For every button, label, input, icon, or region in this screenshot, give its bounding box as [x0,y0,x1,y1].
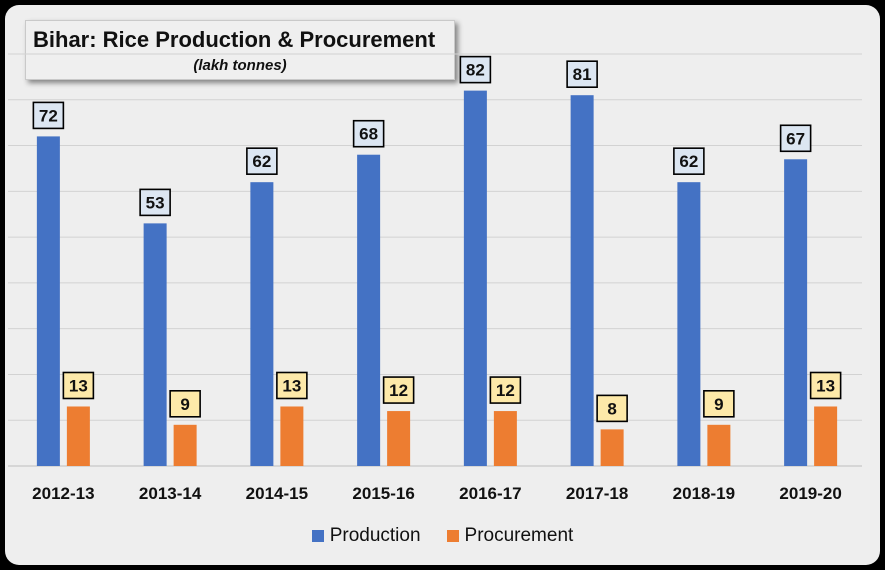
bar-procurement [493,411,517,466]
x-tick-label: 2015-16 [352,484,414,503]
bar-production [143,223,167,466]
data-label-production: 72 [39,106,58,125]
x-tick-label: 2019-20 [779,484,841,503]
bar-production [570,95,594,466]
data-label-production: 68 [359,125,378,144]
data-label-production: 67 [786,129,805,148]
bar-production [36,136,60,466]
data-label-box-procurement [276,371,308,400]
data-label-box-production [139,188,171,217]
bar-procurement [600,429,624,466]
data-label-procurement: 9 [714,395,723,414]
bar-production [463,90,487,466]
x-tick-label: 2014-15 [246,484,308,503]
data-label-production: 81 [573,65,592,84]
x-tick-label: 2018-19 [673,484,735,503]
bar-procurement [814,406,838,466]
data-label-production: 62 [252,152,271,171]
data-label-procurement: 13 [69,376,88,395]
data-label-procurement: 13 [816,376,835,395]
legend-swatch-production [311,530,324,542]
bar-procurement [66,406,90,466]
bar-production [784,159,808,467]
bar-production [357,154,381,466]
legend: Production Procurement [0,525,885,547]
bar-procurement [387,411,411,466]
bar-procurement [173,424,197,466]
data-label-box-production [673,147,705,175]
legend-item-procurement: Procurement [446,525,574,547]
legend-item-production: Production [311,525,421,547]
data-label-box-production [246,147,278,175]
bar-procurement [280,406,304,466]
legend-label-procurement: Procurement [464,525,574,546]
data-label-procurement: 8 [607,399,616,418]
data-label-procurement: 12 [496,381,515,400]
chart-title-box: Bihar: Rice Production & Procurement (la… [25,20,455,80]
x-tick-label: 2017-18 [566,484,628,503]
data-label-box-production [32,101,65,130]
data-label-box-production [352,119,385,148]
legend-swatch-procurement [446,530,459,542]
data-label-box-production [566,60,598,89]
data-label-box-procurement [62,371,95,400]
bar-procurement [707,424,731,466]
data-label-box-procurement [489,376,522,404]
data-label-box-procurement [809,371,842,400]
x-tick-label: 2012-13 [32,484,94,503]
data-label-procurement: 9 [180,395,189,414]
bar-production [677,182,701,466]
data-label-box-procurement [169,389,201,418]
data-label-box-procurement [596,394,628,423]
x-tick-label: 2013-14 [139,484,202,503]
chart-subtitle: (lakh tonnes) [193,57,287,74]
data-label-production: 82 [466,61,485,80]
data-label-production: 53 [146,193,165,212]
x-tick-label: 2016-17 [459,484,521,503]
data-label-box-procurement [382,376,415,404]
chart-title: Bihar: Rice Production & Procurement [33,27,436,52]
legend-label-production: Production [329,525,421,546]
data-label-production: 62 [679,152,698,171]
data-label-box-procurement [703,389,735,418]
data-label-procurement: 13 [282,376,301,395]
data-label-box-production [779,124,812,153]
data-label-box-production [459,55,492,84]
bar-production [250,182,274,466]
data-label-procurement: 12 [389,381,408,400]
